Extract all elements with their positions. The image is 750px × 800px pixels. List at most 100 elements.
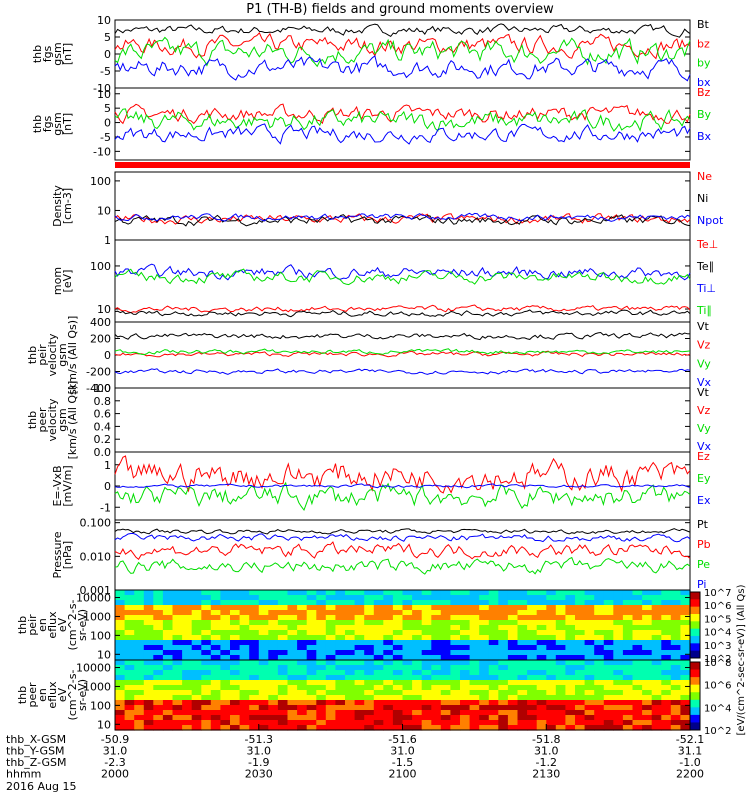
heat-cell [249, 685, 260, 691]
heat-cell [517, 715, 528, 721]
y-tick-label: -5 [100, 65, 111, 78]
heat-cell [479, 725, 490, 731]
heat-cell [297, 610, 308, 616]
heat-cell [335, 650, 346, 656]
heat-cell [536, 605, 547, 611]
heat-cell [661, 605, 672, 611]
series-line-Pb [114, 541, 691, 561]
heat-cell [191, 590, 202, 596]
heat-cell [335, 635, 346, 641]
heat-cell [670, 635, 681, 641]
heat-cell [210, 625, 221, 631]
heat-cell [402, 610, 413, 616]
heat-cell [613, 610, 624, 616]
heat-cell [172, 680, 183, 686]
heat-cell [575, 640, 586, 646]
heat-cell [479, 650, 490, 656]
heat-cell [297, 695, 308, 701]
heat-cell [565, 655, 576, 661]
y-axis-label-line: [nT] [61, 113, 74, 135]
heat-cell [210, 690, 221, 696]
heat-cell [670, 595, 681, 601]
heat-cell [488, 695, 499, 701]
heat-cell [469, 705, 480, 711]
heat-cell [354, 650, 365, 656]
heat-cell [306, 670, 317, 676]
heat-cell [555, 650, 566, 656]
heat-cell [220, 695, 231, 701]
heat-cell [421, 650, 432, 656]
heat-cell [575, 600, 586, 606]
heat-cell [555, 725, 566, 731]
heat-cell [277, 650, 289, 656]
heat-cell [249, 650, 260, 656]
heat-cell [287, 680, 298, 686]
heat-cell [335, 700, 346, 706]
heat-cell [670, 615, 681, 621]
heat-cell [268, 625, 279, 631]
heat-cell [498, 685, 509, 691]
heat-cell [287, 725, 298, 731]
heat-cell [297, 725, 308, 731]
y-tick-label: 5 [104, 102, 111, 115]
heat-cell [565, 705, 576, 711]
heat-cell [191, 710, 202, 716]
heat-cell [622, 625, 634, 631]
heat-cell [335, 670, 346, 676]
heat-cell [402, 670, 413, 676]
heat-cell [642, 630, 653, 636]
heat-cell [124, 725, 135, 731]
heat-cell [651, 635, 662, 641]
heat-cell [316, 670, 327, 676]
heat-cell [575, 605, 586, 611]
y-tick-label: 0.0 [94, 446, 112, 459]
heat-cell [402, 700, 413, 706]
heat-cell [354, 680, 365, 686]
heat-cell [613, 670, 624, 676]
heat-cell [584, 695, 595, 701]
heat-cell [565, 600, 576, 606]
y-tick-label: -200 [86, 366, 111, 379]
heat-cell [479, 695, 490, 701]
panel-5: 1.00.80.60.40.20.0thbpeervelocitygsm[km/… [26, 381, 712, 460]
heat-cell [632, 630, 643, 636]
heat-cell [162, 695, 174, 701]
heat-cell [517, 695, 528, 701]
y-axis-label-line: Pressure [51, 531, 64, 578]
heat-cell [268, 655, 279, 661]
heat-cell [527, 665, 538, 671]
heat-cell [306, 615, 317, 621]
heat-cell [383, 710, 394, 716]
y-tick-label: 200 [90, 333, 111, 346]
heat-cell [402, 720, 413, 726]
legend-item: Ne [697, 170, 712, 183]
heat-cell [661, 670, 672, 676]
heat-cell [565, 650, 576, 656]
heat-cell [297, 710, 308, 716]
heat-cell [575, 655, 586, 661]
heat-cell [575, 625, 586, 631]
heat-cell [316, 625, 327, 631]
heat-cell [162, 620, 174, 626]
heat-cell [498, 595, 509, 601]
heat-cell [421, 655, 432, 661]
heat-cell [115, 620, 126, 626]
heat-cell [230, 695, 241, 701]
heat-cell [306, 690, 317, 696]
heat-cell [507, 590, 519, 596]
heat-cell [402, 685, 413, 691]
heat-cell [440, 670, 451, 676]
heat-cell [124, 705, 135, 711]
y-tick-label: 100 [90, 699, 111, 712]
heat-cell [642, 700, 653, 706]
heat-cell [527, 650, 538, 656]
heat-cell [364, 605, 375, 611]
heat-cell [277, 655, 289, 661]
heat-cell [431, 725, 442, 731]
heat-cell [268, 650, 279, 656]
heat-cell [555, 695, 566, 701]
heat-cell [469, 625, 480, 631]
heat-cell [172, 645, 183, 651]
heat-cell [268, 710, 279, 716]
